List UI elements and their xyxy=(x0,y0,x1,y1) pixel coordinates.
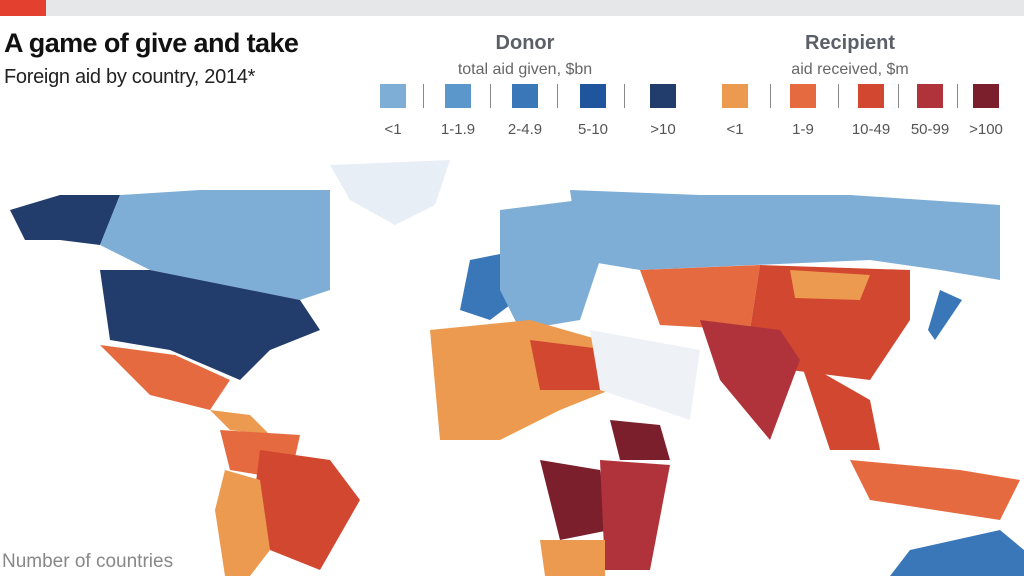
southeast-asia xyxy=(800,360,880,450)
chart-subtitle: Foreign aid by country, 2014* xyxy=(4,66,256,88)
japan xyxy=(928,290,962,340)
donor-legend-title: Donor xyxy=(495,32,555,54)
donor-swatch xyxy=(512,84,538,108)
south-america-south xyxy=(215,470,270,576)
mongolia xyxy=(790,270,870,300)
donor-swatch xyxy=(380,84,406,108)
recipient-legend-label: <1 xyxy=(726,121,744,138)
legend-divider xyxy=(838,84,839,108)
recipient-swatch xyxy=(722,84,748,108)
footer-label: Number of countries xyxy=(2,551,174,572)
recipient-swatch xyxy=(973,84,999,108)
brand-tab xyxy=(0,0,46,16)
libya-egypt xyxy=(530,340,612,390)
africa-south xyxy=(540,540,605,576)
donor-legend-label: 2-4.9 xyxy=(507,121,543,138)
canada xyxy=(100,190,330,300)
world-map xyxy=(10,160,1024,576)
australia xyxy=(890,530,1024,576)
recipient-swatch xyxy=(917,84,943,108)
recipient-legend-label: 50-99 xyxy=(910,121,950,138)
donor-legend-label: >10 xyxy=(650,121,676,138)
recipient-legend-label: 1-9 xyxy=(792,121,814,138)
central-america xyxy=(210,410,270,435)
chart-title: A game of give and take xyxy=(4,28,299,58)
donor-swatch xyxy=(650,84,676,108)
recipient-swatch xyxy=(790,84,816,108)
recipient-legend-label: >100 xyxy=(969,121,1003,138)
legend-divider xyxy=(770,84,771,108)
legend-divider xyxy=(490,84,491,108)
africa-east xyxy=(600,460,670,570)
recipient-legend-title: Recipient xyxy=(804,32,896,54)
alaska xyxy=(10,195,120,245)
recipient-swatch xyxy=(858,84,884,108)
africa-central xyxy=(540,460,610,540)
greenland xyxy=(330,160,450,225)
india xyxy=(700,320,800,440)
brazil xyxy=(255,450,360,570)
legend-divider xyxy=(624,84,625,108)
legend-divider xyxy=(557,84,558,108)
central-asia xyxy=(640,265,760,330)
donor-swatch xyxy=(580,84,606,108)
legend-divider xyxy=(423,84,424,108)
middle-east xyxy=(590,330,700,420)
legend-divider xyxy=(898,84,899,108)
indonesia xyxy=(850,460,1020,520)
legend-divider xyxy=(957,84,958,108)
donor-legend-label: <1 xyxy=(384,121,402,138)
top-bar xyxy=(0,0,1024,16)
donor-legend-label: 1-1.9 xyxy=(440,121,476,138)
europe xyxy=(500,200,600,330)
donor-legend-subtitle: total aid given, $bn xyxy=(457,61,593,78)
usa xyxy=(100,270,320,380)
donor-swatch xyxy=(445,84,471,108)
recipient-legend-label: 10-49 xyxy=(851,121,891,138)
donor-legend-label: 5-10 xyxy=(577,121,609,138)
russia xyxy=(570,190,1000,280)
recipient-legend-subtitle: aid received, $m xyxy=(791,61,909,78)
mexico xyxy=(100,345,230,410)
ethiopia xyxy=(610,420,670,460)
